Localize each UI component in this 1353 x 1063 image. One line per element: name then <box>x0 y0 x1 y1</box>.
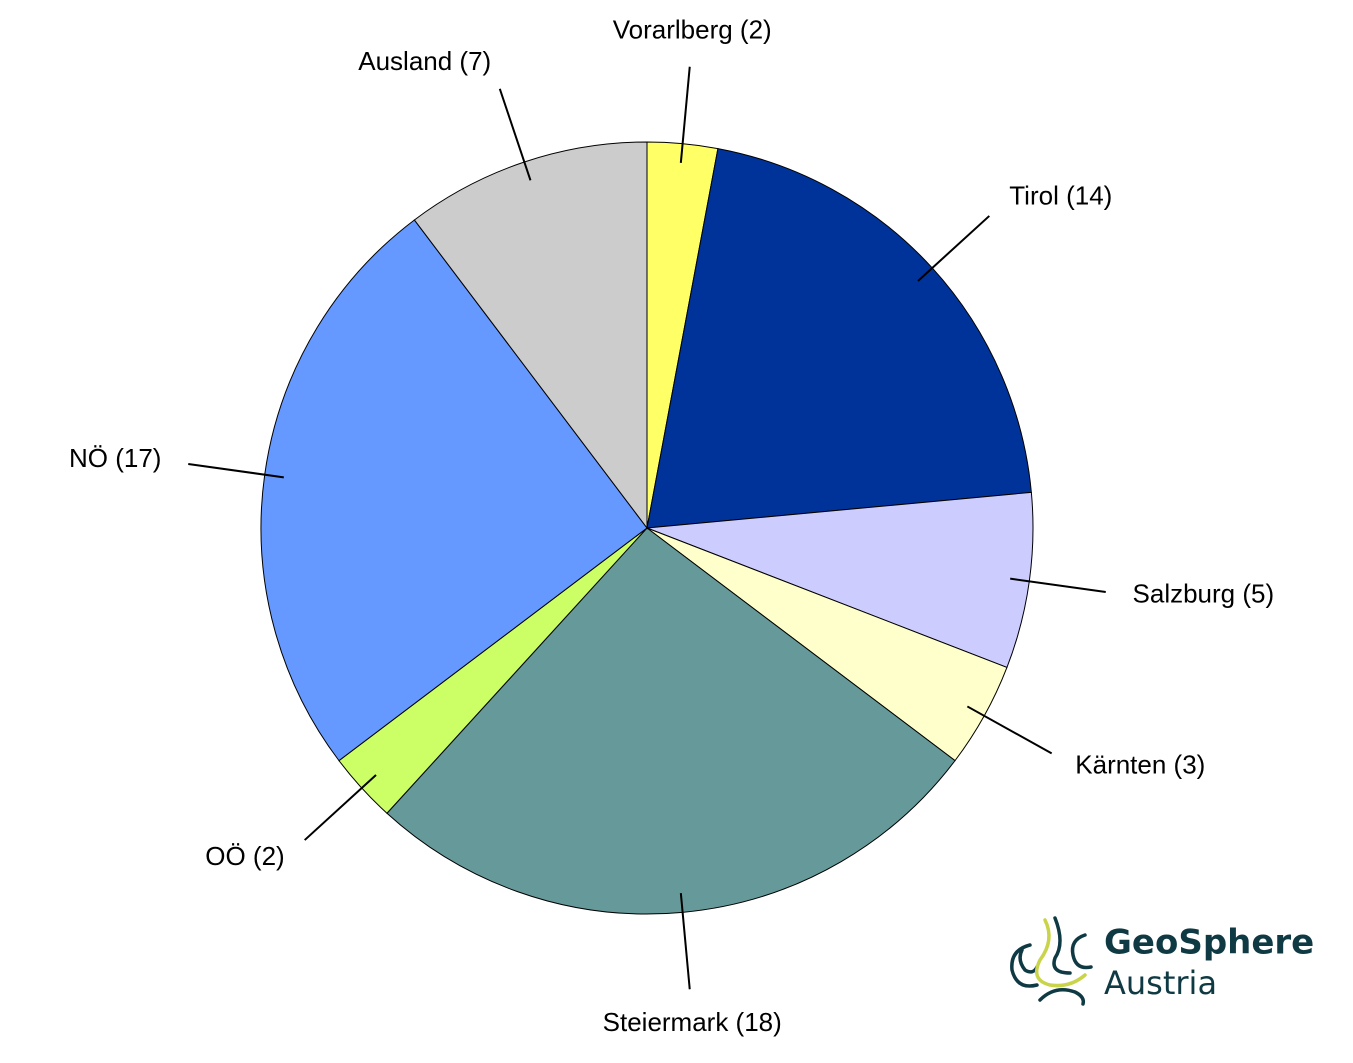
leader-line <box>188 463 284 479</box>
leader-line <box>1010 577 1106 593</box>
slice-label: OÖ (2) <box>205 841 284 871</box>
logo-text: GeoSphere <box>1104 923 1314 963</box>
logo-icon <box>1070 933 1093 970</box>
logo-icon <box>1038 988 1086 1006</box>
leader-line <box>966 705 1053 755</box>
logo-icon <box>1010 943 1039 988</box>
slice-label: Vorarlberg (2) <box>613 15 772 45</box>
slice-label: Steiermark (18) <box>603 1007 782 1037</box>
leader-line <box>917 215 990 282</box>
logo-text: Austria <box>1104 964 1217 1002</box>
leader-line <box>498 88 532 181</box>
leader-line <box>304 774 377 841</box>
logo-icon <box>1052 916 1072 975</box>
leader-line <box>679 66 691 163</box>
slice-label: NÖ (17) <box>69 443 161 473</box>
slice-label: Kärnten (3) <box>1075 749 1205 779</box>
logo-icon <box>1018 948 1039 974</box>
logo-icon <box>1034 918 1087 988</box>
logo: GeoSphere Austria <box>1010 916 1314 1006</box>
slice-label: Ausland (7) <box>358 46 491 76</box>
slice-label: Salzburg (5) <box>1133 579 1275 609</box>
leader-line <box>679 893 691 990</box>
slice-label: Tirol (14) <box>1009 181 1112 211</box>
